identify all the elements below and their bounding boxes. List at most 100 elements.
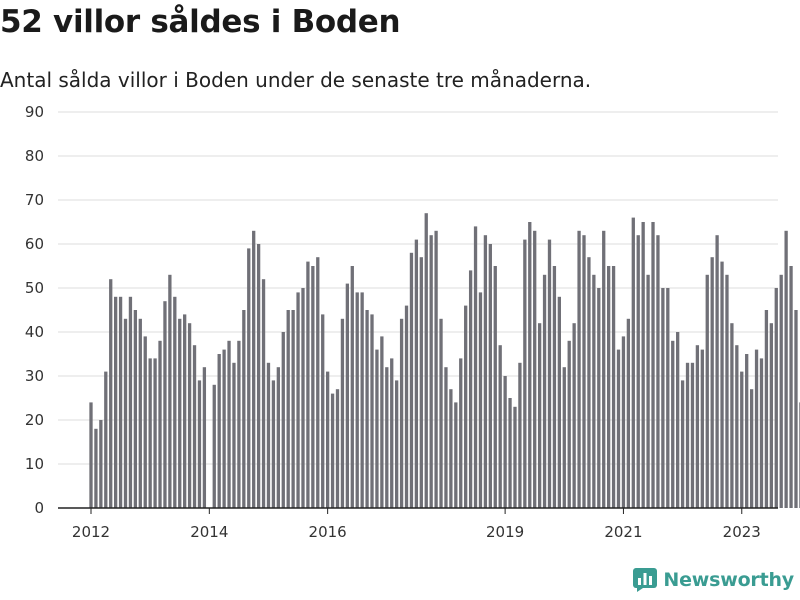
bar [676, 332, 680, 508]
bar [148, 358, 152, 508]
bar [390, 358, 394, 508]
bar [306, 261, 310, 508]
bar [483, 235, 488, 508]
bar [321, 314, 325, 508]
bar [109, 279, 113, 508]
bar [602, 230, 606, 509]
bar [725, 274, 729, 508]
bar [247, 248, 251, 508]
bar [621, 336, 626, 508]
bar [523, 239, 527, 508]
bar [197, 380, 202, 508]
bar [468, 270, 473, 508]
x-tick-label: 2023 [723, 523, 761, 541]
bar [429, 235, 433, 508]
bar [325, 371, 330, 508]
bar [473, 226, 478, 508]
bar [454, 402, 458, 508]
bar [104, 371, 108, 508]
bar [498, 345, 502, 508]
bar [715, 235, 719, 508]
bar [187, 323, 192, 508]
bar [237, 340, 241, 508]
bar [616, 349, 621, 508]
bar [163, 301, 167, 508]
bar [720, 261, 724, 508]
bar-chart-logo-icon [633, 568, 658, 592]
bar [661, 288, 665, 508]
bar [330, 393, 335, 508]
bar [395, 380, 399, 508]
bar [212, 384, 216, 508]
bar [587, 257, 591, 508]
bar [128, 296, 133, 508]
bar [503, 376, 507, 508]
bar [123, 318, 128, 508]
bar [542, 274, 547, 508]
bar [745, 354, 749, 508]
bar [626, 318, 631, 508]
bar [178, 318, 182, 508]
bar [365, 310, 369, 508]
bar [513, 406, 517, 508]
bar [651, 222, 655, 508]
bar [444, 367, 448, 508]
bar [434, 230, 438, 509]
bar [636, 235, 640, 508]
bar [749, 389, 754, 508]
bar [641, 222, 645, 508]
bar [493, 266, 497, 508]
bar [459, 358, 463, 508]
bar [754, 349, 759, 508]
bar [266, 362, 271, 508]
bar [557, 296, 561, 508]
bar [345, 283, 350, 508]
bar [764, 310, 769, 508]
bar [567, 340, 571, 508]
bar [99, 420, 103, 508]
bar [133, 310, 138, 508]
bar [582, 235, 586, 508]
bar [592, 274, 596, 508]
bar [296, 292, 300, 508]
bar [646, 274, 650, 508]
bar [340, 318, 345, 508]
bar [281, 332, 285, 508]
bar [232, 362, 236, 508]
x-tick-label: 2016 [309, 523, 347, 541]
bar [700, 349, 704, 508]
bar [439, 318, 443, 508]
bar [759, 358, 764, 508]
bar [528, 222, 532, 508]
bar [404, 305, 409, 508]
bar [419, 257, 423, 508]
bar [449, 389, 453, 508]
y-tick-label: 30 [25, 367, 44, 385]
bar [690, 362, 695, 508]
bar [291, 310, 295, 508]
x-tick-label: 2021 [604, 523, 642, 541]
brand-logo[interactable]: Newsworthy [633, 568, 794, 592]
bar [769, 323, 773, 508]
x-tick-label: 2012 [72, 523, 110, 541]
bar [222, 349, 226, 508]
bar [286, 310, 290, 508]
bar [138, 318, 142, 508]
bar [114, 296, 118, 508]
bar [597, 288, 601, 508]
bar [656, 235, 660, 508]
bar [710, 257, 714, 508]
bar [350, 266, 354, 508]
bar [784, 230, 788, 509]
bar [360, 292, 364, 508]
y-tick-label: 0 [34, 499, 44, 517]
bar [89, 402, 93, 508]
bar [478, 292, 483, 508]
bar [271, 380, 276, 508]
x-tick-label: 2014 [190, 523, 228, 541]
bar [242, 310, 246, 508]
bar [252, 230, 256, 509]
bar [572, 323, 576, 508]
bar [671, 340, 675, 508]
